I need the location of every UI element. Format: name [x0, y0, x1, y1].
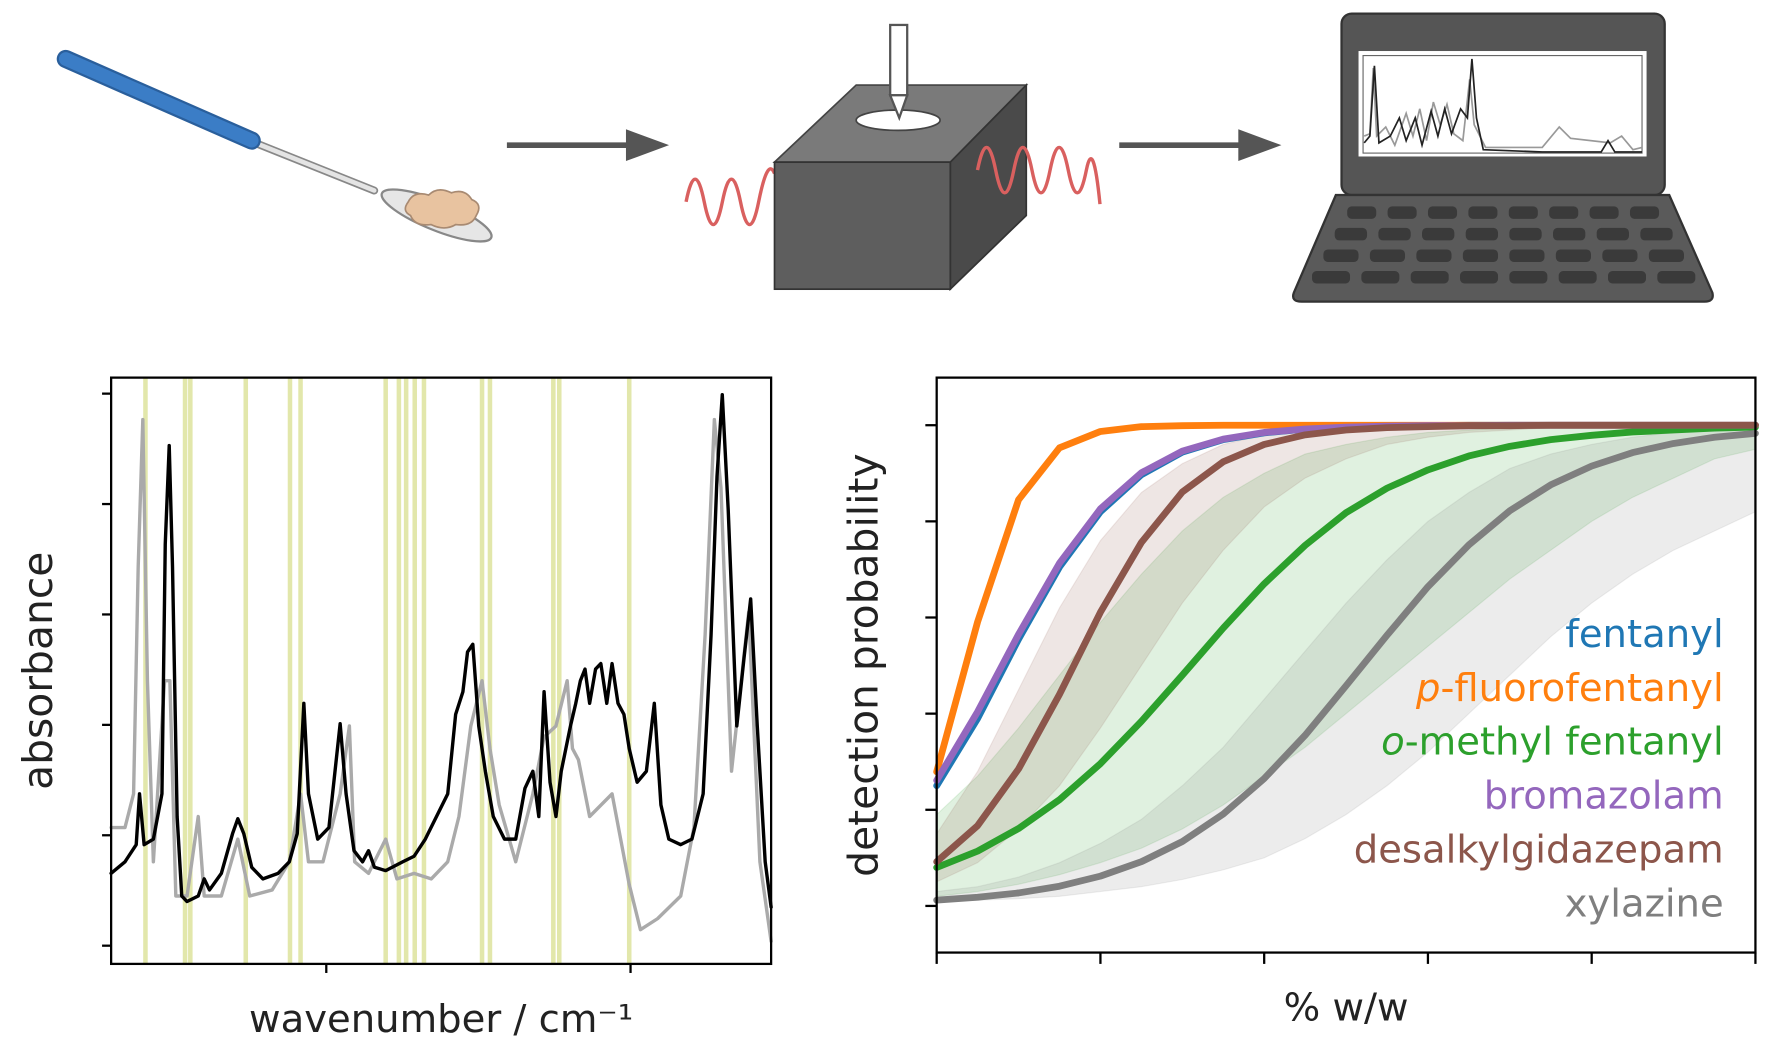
- pipette-tip: [888, 94, 909, 122]
- keyboard-key: [1462, 249, 1499, 262]
- keyboard-key: [1549, 206, 1579, 219]
- arrow: [506, 129, 670, 162]
- screen-spectrum: [1363, 67, 1643, 151]
- y-axis-label: absorbance: [14, 552, 62, 790]
- keyboard-key: [1312, 271, 1351, 284]
- keyboard-key: [1657, 271, 1696, 284]
- light-wave: [975, 145, 1102, 205]
- data-line: [109, 417, 773, 943]
- spatula-handle: [58, 52, 259, 148]
- screen-spectrum: [1363, 58, 1643, 153]
- keyboard-key: [1508, 206, 1538, 219]
- keyboard-key: [1509, 227, 1542, 241]
- box-front: [773, 161, 952, 291]
- keyboard-key: [1648, 249, 1684, 262]
- light-wave: [684, 167, 777, 226]
- laptop-illustration: [1291, 12, 1714, 303]
- axes-frame: [935, 376, 1757, 954]
- keyboard-key: [1589, 206, 1619, 219]
- arrow-head: [1238, 129, 1282, 162]
- keyboard-key: [1387, 206, 1417, 219]
- data-line: [109, 393, 773, 909]
- keyboard-key: [1509, 249, 1545, 262]
- keyboard-key: [1640, 227, 1673, 241]
- keyboard-key: [1468, 206, 1498, 219]
- keyboard-key: [1422, 227, 1455, 241]
- legend-entry: fentanyl: [1565, 612, 1723, 657]
- legend-entry: xylazine: [1565, 881, 1724, 926]
- keyboard-key: [1460, 271, 1499, 284]
- keyboard-key: [1427, 206, 1458, 219]
- keyboard-key: [1334, 227, 1368, 241]
- arrow-head: [625, 129, 670, 162]
- keyboard-key: [1465, 227, 1499, 241]
- keyboard-key: [1602, 249, 1638, 262]
- spectrometer-illustration: [684, 23, 1102, 292]
- keyboard-key: [1410, 271, 1449, 284]
- keyboard-key: [1629, 206, 1660, 219]
- spatula-shaft-shine: [252, 140, 377, 193]
- keyboard-key: [1558, 271, 1597, 284]
- keyboard-key: [1416, 249, 1452, 262]
- keyboard-key: [1378, 227, 1411, 241]
- keyboard-key: [1553, 227, 1586, 241]
- x-axis-label: % w/w: [1284, 986, 1409, 1031]
- arrow: [1119, 129, 1282, 162]
- keyboard-key: [1608, 271, 1647, 284]
- data-line: [933, 423, 1759, 871]
- keyboard-key: [1323, 249, 1359, 262]
- keyboard-key: [1361, 271, 1400, 284]
- legend-entry: desalkylgidazepam: [1354, 827, 1724, 872]
- powder-sample: [404, 189, 480, 229]
- spatula-illustration: [56, 49, 493, 243]
- legend-entry: p-fluorofentanyl: [1415, 666, 1724, 711]
- keyboard-key: [1596, 227, 1629, 241]
- keyboard-key: [1369, 249, 1406, 262]
- axes-frame: [109, 376, 773, 966]
- y-axis-label: detection probability: [840, 453, 888, 876]
- pipette: [889, 23, 909, 97]
- x-axis-label: wavenumber / cm⁻¹: [249, 997, 633, 1042]
- legend-entry: bromazolam: [1484, 774, 1724, 819]
- keyboard-key: [1509, 271, 1548, 284]
- data-line: [933, 429, 1759, 904]
- data-line: [933, 421, 1759, 866]
- laptop-screen: [1358, 51, 1647, 157]
- legend-entry: o-methyl fentanyl: [1381, 720, 1724, 765]
- keyboard-key: [1347, 206, 1377, 219]
- figure-body: absorbance wavenumber / cm⁻¹ detection pro…: [14, 12, 1759, 1042]
- keyboard-key: [1555, 249, 1592, 262]
- screen-plot-frame: [1362, 54, 1643, 154]
